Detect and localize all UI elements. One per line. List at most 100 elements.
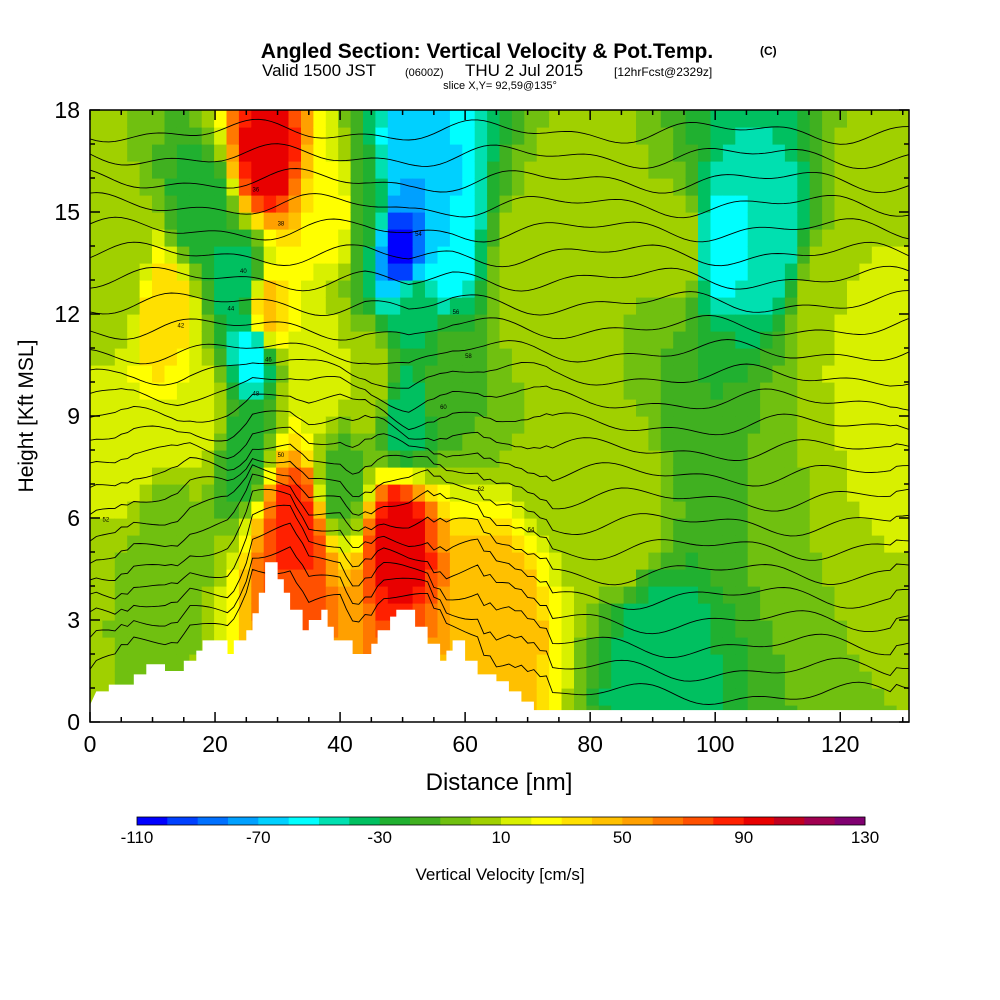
- velocity-cell: [884, 314, 898, 332]
- velocity-cell: [189, 280, 203, 298]
- velocity-cell: [636, 314, 649, 332]
- velocity-cell: [524, 127, 538, 145]
- velocity-cell: [611, 195, 625, 213]
- velocity-cell: [400, 297, 414, 315]
- velocity-cell: [797, 552, 811, 570]
- velocity-cell: [449, 603, 463, 621]
- velocity-cell: [536, 586, 550, 604]
- velocity-cell: [809, 263, 823, 281]
- velocity-cell: [784, 467, 798, 485]
- velocity-cell: [896, 365, 909, 383]
- velocity-cell: [350, 314, 364, 332]
- velocity-cell: [437, 212, 451, 230]
- velocity-cell: [90, 586, 103, 604]
- velocity-cell: [660, 671, 674, 689]
- velocity-cell: [884, 535, 898, 553]
- velocity-cell: [772, 161, 786, 179]
- velocity-cell: [797, 535, 811, 553]
- velocity-cell: [102, 637, 116, 655]
- velocity-cell: [698, 399, 711, 417]
- velocity-cell: [301, 467, 314, 485]
- velocity-cell: [574, 161, 587, 179]
- velocity-cell: [363, 178, 376, 196]
- velocity-cell: [127, 246, 141, 264]
- velocity-cell: [325, 501, 339, 519]
- velocity-cell: [784, 637, 798, 655]
- velocity-cell: [871, 314, 885, 332]
- velocity-cell: [114, 467, 128, 485]
- velocity-cell: [90, 518, 103, 536]
- velocity-cell: [487, 501, 501, 519]
- velocity-cell: [139, 569, 153, 587]
- velocity-cell: [834, 382, 848, 400]
- terrain-mask: [90, 562, 909, 722]
- velocity-cell: [301, 263, 314, 281]
- velocity-cell: [648, 467, 662, 485]
- velocity-cell: [586, 297, 600, 315]
- velocity-cell: [673, 399, 687, 417]
- velocity-cell: [499, 535, 513, 553]
- velocity-cell: [499, 467, 513, 485]
- velocity-cell: [276, 416, 290, 434]
- velocity-cell: [735, 161, 749, 179]
- velocity-cell: [127, 144, 141, 162]
- velocity-cell: [164, 467, 178, 485]
- velocity-cell: [499, 433, 513, 451]
- colorbar-tick-label: 10: [492, 828, 511, 847]
- velocity-cell: [412, 501, 426, 519]
- velocity-cell: [660, 178, 674, 196]
- velocity-cell: [598, 603, 612, 621]
- velocity-cell: [387, 433, 401, 451]
- velocity-cell: [338, 603, 352, 621]
- velocity-cell: [363, 535, 376, 553]
- velocity-cell: [660, 365, 674, 383]
- velocity-cell: [871, 518, 885, 536]
- y-tick-label: 0: [67, 709, 80, 735]
- velocity-cell: [189, 620, 203, 638]
- velocity-cell: [611, 535, 625, 553]
- velocity-cell: [214, 416, 228, 434]
- velocity-cell: [338, 178, 352, 196]
- velocity-cell: [164, 535, 178, 553]
- velocity-cell: [871, 127, 885, 145]
- velocity-cell: [574, 671, 587, 689]
- velocity-cell: [698, 688, 711, 706]
- velocity-cell: [511, 671, 525, 689]
- velocity-cell: [623, 178, 637, 196]
- velocity-cell: [251, 416, 265, 434]
- velocity-cell: [648, 654, 662, 672]
- velocity-cell: [487, 246, 501, 264]
- velocity-cell: [90, 127, 103, 145]
- velocity-cell: [139, 263, 153, 281]
- velocity-cell: [648, 246, 662, 264]
- velocity-cell: [735, 620, 749, 638]
- velocity-cell: [623, 314, 637, 332]
- velocity-cell: [574, 229, 587, 247]
- velocity-cell: [809, 161, 823, 179]
- velocity-cell: [474, 110, 488, 128]
- velocity-cell: [574, 382, 587, 400]
- velocity-cell: [747, 586, 761, 604]
- velocity-cell: [636, 212, 649, 230]
- velocity-cell: [313, 365, 327, 383]
- velocity-cell: [263, 314, 277, 332]
- velocity-cell: [772, 603, 786, 621]
- velocity-cell: [152, 229, 165, 247]
- colorbar-segment: [561, 817, 593, 825]
- velocity-cell: [834, 178, 848, 196]
- velocity-cell: [710, 552, 724, 570]
- velocity-cell: [437, 552, 451, 570]
- velocity-cell: [847, 110, 860, 128]
- velocity-cell: [847, 314, 860, 332]
- velocity-cell: [685, 127, 699, 145]
- velocity-cell: [722, 178, 736, 196]
- velocity-cell: [238, 331, 252, 349]
- velocity-cell: [226, 195, 240, 213]
- velocity-cell: [685, 382, 699, 400]
- velocity-cell: [412, 297, 426, 315]
- velocity-cell: [760, 212, 774, 230]
- velocity-cell: [449, 569, 463, 587]
- velocity-cell: [387, 144, 401, 162]
- velocity-cell: [164, 110, 178, 128]
- velocity-cell: [201, 399, 215, 417]
